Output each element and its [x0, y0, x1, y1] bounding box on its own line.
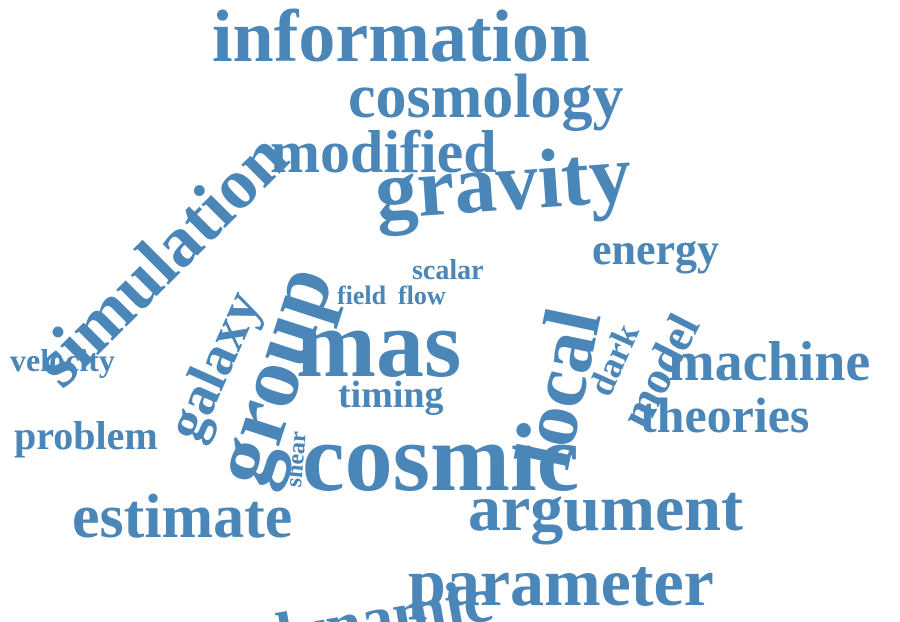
word-theories: theories — [640, 387, 810, 443]
word-mass: mas — [296, 290, 462, 397]
word-parameter: parameter — [408, 544, 714, 620]
word-problem: problem — [14, 413, 158, 458]
word-field: field — [337, 281, 387, 310]
word-modified: modified — [270, 119, 497, 185]
word-cosmic: cosmic — [302, 404, 580, 511]
word-timing: timing — [338, 374, 444, 416]
word-scalar: scalar — [412, 255, 484, 286]
word-flow: flow — [398, 281, 446, 310]
word-energy: energy — [592, 225, 720, 274]
word-gravity: gravity — [371, 127, 635, 238]
word-velocity: velocity — [10, 342, 115, 378]
word-machine: machine — [668, 331, 871, 393]
word-cosmology: cosmology — [348, 63, 624, 131]
word-estimate: estimate — [72, 483, 293, 551]
word-argument: argument — [468, 472, 743, 545]
word-information: information — [212, 0, 591, 78]
